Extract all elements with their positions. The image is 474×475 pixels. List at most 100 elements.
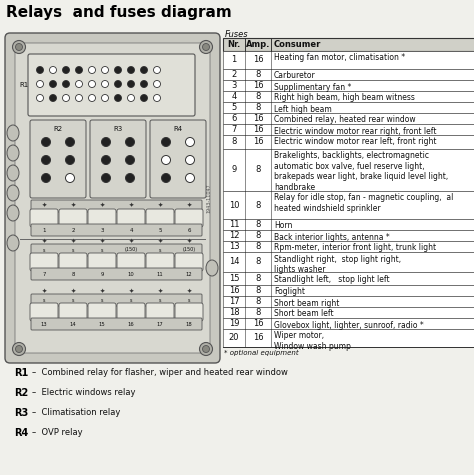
Circle shape — [49, 95, 56, 102]
FancyBboxPatch shape — [31, 294, 202, 306]
Text: 10: 10 — [229, 200, 239, 209]
Text: Relay for idle stop, fan - magnetic coupling,  al
heated windshield sprinkler: Relay for idle stop, fan - magnetic coup… — [274, 193, 453, 213]
Text: 1: 1 — [42, 228, 46, 232]
Text: Relays  and fuses diagram: Relays and fuses diagram — [6, 5, 232, 20]
Text: ✦: ✦ — [186, 288, 191, 294]
Text: 14: 14 — [229, 257, 239, 266]
Text: –  Climatisation relay: – Climatisation relay — [32, 408, 120, 417]
Circle shape — [185, 173, 194, 182]
FancyBboxPatch shape — [15, 43, 210, 353]
FancyBboxPatch shape — [30, 209, 58, 227]
Text: 4: 4 — [231, 92, 237, 101]
Circle shape — [89, 95, 95, 102]
FancyBboxPatch shape — [59, 303, 87, 321]
Ellipse shape — [7, 205, 19, 221]
Text: 16: 16 — [228, 286, 239, 295]
Text: R3: R3 — [14, 408, 28, 418]
Text: 8: 8 — [255, 257, 261, 266]
Circle shape — [101, 173, 110, 182]
Text: 1943-11047: 1943-11047 — [206, 183, 211, 213]
Circle shape — [185, 155, 194, 164]
Text: R2: R2 — [14, 388, 28, 398]
Circle shape — [101, 95, 109, 102]
Text: 6: 6 — [231, 114, 237, 123]
Text: 5: 5 — [231, 103, 237, 112]
Text: 8: 8 — [255, 200, 261, 209]
Circle shape — [202, 44, 210, 50]
Circle shape — [185, 137, 194, 146]
Text: s: s — [101, 247, 103, 253]
Circle shape — [162, 155, 171, 164]
Text: ✦: ✦ — [157, 238, 163, 244]
Text: Glovebox light, lighter, sunroof, radio *: Glovebox light, lighter, sunroof, radio … — [274, 321, 424, 330]
Circle shape — [200, 40, 212, 54]
Text: 8: 8 — [255, 297, 261, 306]
Text: ✦: ✦ — [186, 202, 191, 208]
FancyBboxPatch shape — [150, 120, 206, 198]
Text: 8: 8 — [255, 103, 261, 112]
Bar — [223, 241, 474, 252]
Bar — [223, 102, 474, 113]
Circle shape — [154, 95, 161, 102]
Text: Right high beam, high beam witness: Right high beam, high beam witness — [274, 94, 415, 103]
FancyBboxPatch shape — [175, 303, 203, 321]
Circle shape — [75, 95, 82, 102]
FancyBboxPatch shape — [88, 303, 116, 321]
Text: 16: 16 — [253, 114, 264, 123]
Ellipse shape — [7, 165, 19, 181]
Text: 16: 16 — [253, 137, 264, 146]
Circle shape — [154, 80, 161, 87]
Bar — [223, 307, 474, 318]
Circle shape — [36, 66, 44, 74]
Circle shape — [75, 80, 82, 87]
Circle shape — [140, 80, 147, 87]
Text: s: s — [159, 247, 161, 253]
FancyBboxPatch shape — [117, 209, 145, 227]
Text: R4: R4 — [173, 126, 182, 132]
Ellipse shape — [7, 145, 19, 161]
Text: s: s — [43, 247, 45, 253]
FancyBboxPatch shape — [5, 33, 220, 363]
Text: 3: 3 — [100, 228, 104, 232]
Text: 15: 15 — [229, 274, 239, 283]
Bar — [223, 285, 474, 296]
Text: 8: 8 — [255, 274, 261, 283]
Text: R3: R3 — [113, 126, 123, 132]
Text: ✦: ✦ — [70, 202, 76, 208]
Bar — [223, 230, 474, 241]
Circle shape — [128, 66, 135, 74]
Text: Short beam left: Short beam left — [274, 310, 334, 319]
Text: 9: 9 — [231, 165, 237, 174]
Text: ✦: ✦ — [128, 288, 134, 294]
Text: Supplimentary fan *: Supplimentary fan * — [274, 83, 351, 92]
FancyBboxPatch shape — [88, 209, 116, 227]
Text: s: s — [72, 247, 74, 253]
Text: ✦: ✦ — [186, 238, 191, 244]
Circle shape — [75, 66, 82, 74]
Ellipse shape — [7, 235, 19, 251]
Text: R1: R1 — [14, 368, 28, 378]
Circle shape — [126, 173, 135, 182]
Text: ✦: ✦ — [157, 202, 163, 208]
Text: 8: 8 — [255, 286, 261, 295]
Text: 11: 11 — [156, 272, 164, 276]
Text: 2: 2 — [231, 70, 237, 79]
Text: Back interior lights, antenna *: Back interior lights, antenna * — [274, 232, 390, 241]
Text: ✦: ✦ — [70, 238, 76, 244]
Text: s: s — [188, 297, 190, 303]
FancyBboxPatch shape — [90, 120, 146, 198]
Text: –  OVP relay: – OVP relay — [32, 428, 82, 437]
Text: 12: 12 — [186, 272, 192, 276]
FancyBboxPatch shape — [31, 224, 202, 236]
Text: Carburetor: Carburetor — [274, 72, 316, 80]
Circle shape — [140, 95, 147, 102]
Circle shape — [140, 66, 147, 74]
Circle shape — [89, 66, 95, 74]
Text: R4: R4 — [14, 428, 28, 438]
Circle shape — [89, 80, 95, 87]
FancyBboxPatch shape — [31, 318, 202, 330]
Text: 8: 8 — [255, 165, 261, 174]
Text: 19: 19 — [229, 319, 239, 328]
FancyBboxPatch shape — [28, 54, 195, 116]
Text: Horn: Horn — [274, 221, 292, 230]
